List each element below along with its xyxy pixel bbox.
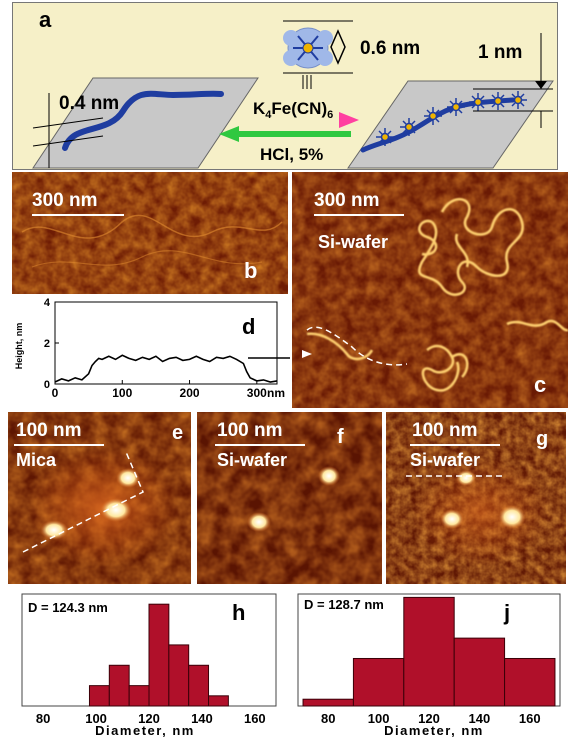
panel-j-histogram: 80 100 120 140 160 D = 128.7 nm j Diameter, … [294, 590, 564, 738]
x-axis-unit: nm [267, 386, 285, 400]
histogram-bar [148, 603, 170, 707]
substrate-label-c: Si-wafer [318, 232, 389, 252]
afm-image-b: 300 nm b [12, 172, 288, 294]
y-tick-label: 2 [44, 338, 50, 350]
panel-j-label: j [503, 600, 510, 625]
histogram-bar [208, 695, 229, 707]
substrate-label-g: Si-wafer [410, 450, 481, 470]
x-tick-label: 80 [36, 711, 50, 726]
histogram-bar [302, 698, 354, 707]
y-tick-label: 0 [44, 379, 50, 391]
height-left-label: 0.4 nm [59, 93, 119, 114]
x-tick-label: 200 [180, 386, 200, 400]
scale-label-g: 100 nm [412, 420, 478, 441]
y-tick-label: 4 [44, 297, 51, 309]
x-tick-label: 80 [321, 711, 335, 726]
afm-image-c: 300 nm Si-wafer c [292, 172, 568, 408]
reagent-forward-text: K4Fe(CN)6 [253, 99, 333, 121]
histogram-bar [128, 685, 150, 707]
panel-h-histogram: 80 100 120 140 160 D = 124.3 nm h Diameter, … [10, 590, 280, 738]
panel-e-label: e [172, 422, 184, 444]
panel-h-label: h [232, 600, 245, 625]
scale-label-e: 100 nm [16, 420, 82, 441]
scale-label-b: 300 nm [32, 190, 98, 211]
panel-d-height-profile: 0 100 200 300 0 2 4 Height, nm nm d [10, 296, 300, 408]
panel-g-label: g [536, 428, 549, 450]
histogram-h-title: D = 124.3 nm [28, 600, 108, 615]
ferrocyanide-icon [283, 27, 333, 69]
histogram-bar [403, 596, 455, 707]
x-tick-label: 0 [52, 386, 59, 400]
y-axis-label: Height, nm [14, 323, 24, 370]
height-profile-chart: 0 100 200 300 0 2 4 Height, nm nm d [14, 297, 300, 400]
pointer-arrowhead [302, 350, 312, 358]
afm-image-f: 100 nm Si-wafer f [197, 412, 382, 584]
panel-c-label: c [534, 372, 547, 397]
x-tick-label: 120 [138, 711, 160, 726]
scale-label-f: 100 nm [217, 420, 283, 441]
x-tick-label: 120 [418, 711, 440, 726]
height-top-label: 0.6 nm [360, 38, 420, 59]
scale-label-c: 300 nm [314, 190, 380, 211]
left-substrate [32, 77, 259, 169]
x-tick-label: 140 [191, 711, 213, 726]
histogram-bar [352, 657, 405, 707]
x-tick-label: 160 [244, 711, 266, 726]
histogram-bar [168, 644, 190, 707]
histogram-j-xlabel: Diameter, nm [384, 723, 484, 738]
x-tick-label: 100 [368, 711, 390, 726]
panel-b-label: b [244, 258, 258, 283]
height-right-label: 1 nm [478, 42, 522, 63]
histogram-bar [188, 664, 210, 707]
right-substrate [347, 80, 554, 169]
x-tick-label: 100 [85, 711, 107, 726]
panel-d-label: d [242, 314, 255, 339]
histogram-j-title: D = 128.7 nm [304, 597, 384, 612]
scale-bar-c [314, 214, 404, 216]
histogram-h-xlabel: Diameter, nm [95, 723, 195, 738]
substrate-label-f: Si-wafer [217, 450, 288, 470]
panel-f-label: f [337, 426, 344, 448]
reagent-back-text: HCl, 5% [260, 145, 323, 164]
histogram-bar [108, 664, 130, 707]
afm-image-e: 100 nm Mica e [8, 412, 191, 584]
complex-markers [376, 91, 527, 146]
histogram-bar [88, 685, 110, 707]
scale-bar-g [410, 444, 500, 446]
substrate-label-e: Mica [16, 450, 57, 470]
height-profile-line [54, 354, 278, 383]
x-tick-label: 100 [112, 386, 132, 400]
left-polymer-chain [62, 90, 224, 151]
reverse-arrow [219, 126, 239, 142]
histogram-bar [453, 637, 506, 707]
x-tick-label: 300 [247, 386, 267, 400]
x-tick-label: 140 [469, 711, 491, 726]
scale-bar-e [14, 444, 104, 446]
histogram-bar [504, 657, 556, 707]
schematic-drawing: K4Fe(CN)6 HCl, 5% a 0.4 nm 0.6 nm 1 nm [32, 7, 554, 169]
panel-a-schematic: K4Fe(CN)6 HCl, 5% a 0.4 nm 0.6 nm 1 nm [12, 2, 558, 170]
scale-bar-f [215, 444, 305, 446]
scale-bar-b [32, 214, 124, 216]
x-tick-label: 160 [519, 711, 541, 726]
panel-a-label: a [39, 7, 52, 32]
afm-image-g: 100 nm Si-wafer g [386, 412, 566, 584]
forward-arrow [339, 112, 359, 128]
